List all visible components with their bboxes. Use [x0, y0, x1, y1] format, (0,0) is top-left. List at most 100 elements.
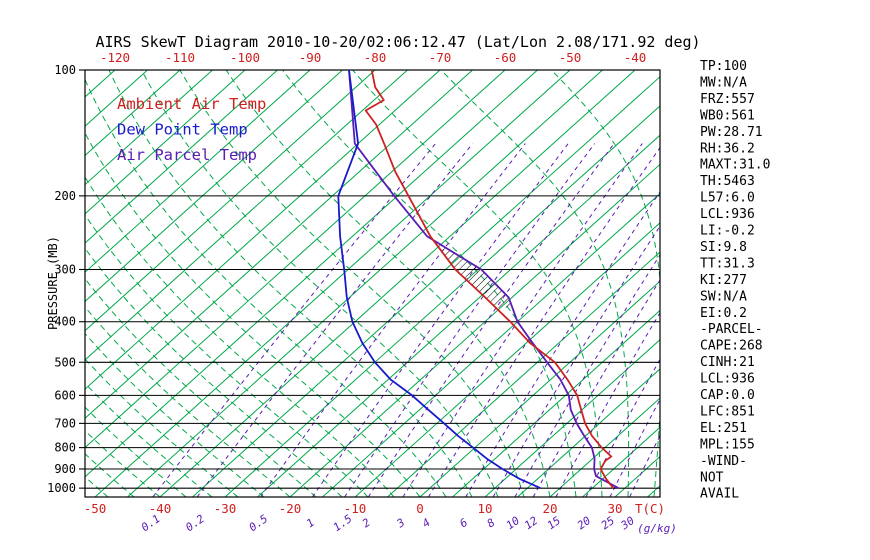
top-temp-tick-label: -120	[100, 50, 130, 65]
mixing-ratio-tick-label: 6	[457, 516, 470, 531]
isotherm-line	[0, 70, 50, 497]
moist-adiabat-line	[0, 70, 82, 497]
moist-adiabat-line	[282, 70, 577, 497]
mixing-ratio-tick-label: 0.2	[183, 512, 207, 534]
isotherm-line	[354, 222, 660, 497]
top-temp-tick-label: -70	[429, 50, 452, 65]
moist-adiabat-line	[85, 430, 161, 497]
isotherm-line	[419, 280, 660, 497]
moist-adiabat-line	[85, 132, 421, 497]
mixing-ratio-tick-label: 3	[394, 516, 408, 531]
stats-line: MPL:155	[700, 437, 755, 452]
stats-line: CAP:0.0	[700, 388, 755, 403]
isotherm-line	[85, 70, 311, 273]
pressure-tick-label: 600	[54, 388, 76, 402]
mixing-ratio-tick-label: 2	[360, 516, 373, 531]
isotherm-line	[322, 192, 660, 497]
stats-line: SI:9.8	[700, 240, 747, 255]
top-temp-tick-label: -60	[494, 50, 517, 65]
moist-adiabat-line	[85, 176, 395, 497]
stats-line: TH:5463	[700, 174, 755, 189]
pressure-tick-label: 400	[54, 315, 76, 329]
isotherm-line	[94, 70, 571, 497]
bottom-temp-tick-label: -40	[149, 501, 172, 516]
stats-line: WB0:561	[700, 108, 755, 123]
pressure-tick-label: 300	[54, 263, 76, 277]
moist-adiabat-line	[85, 247, 343, 497]
pressure-tick-label: 100	[54, 63, 76, 77]
mixing-ratio-tick-label: 1	[304, 516, 317, 530]
mixing-ratio-line	[465, 191, 660, 497]
mixing-ratio-line	[311, 143, 569, 497]
moist-adiabat-line	[179, 70, 525, 497]
legend-item-ambient-air-temp: Ambient Air Temp	[117, 95, 266, 113]
isotherm-line	[85, 70, 181, 157]
pressure-tick-label: 500	[54, 355, 76, 369]
dew-point-trace	[337, 70, 541, 489]
isotherm-line	[289, 163, 660, 497]
stats-line: CINH:21	[700, 355, 755, 370]
moist-adiabat-line	[108, 70, 473, 497]
bottom-temp-tick-label: -50	[84, 501, 107, 516]
bottom-temp-tick-label: -10	[344, 501, 367, 516]
pressure-tick-label: 200	[54, 189, 76, 203]
pressure-tick-label: 900	[54, 462, 76, 476]
stats-line: LI:-0.2	[700, 224, 755, 239]
moist-adiabat-line	[550, 70, 660, 497]
stats-line: NOT	[700, 470, 724, 485]
stats-line: L57:6.0	[700, 191, 755, 206]
isotherm-line	[85, 70, 213, 186]
moist-adiabat-grid	[0, 70, 660, 497]
pressure-tick-label: 800	[54, 441, 76, 455]
pressure-axis-label: PRESSURE (MB)	[46, 236, 60, 330]
stats-line: -WIND-	[700, 454, 747, 469]
trace-dewpoint	[337, 70, 541, 489]
top-temp-tick-label: -110	[165, 50, 195, 65]
bottom-temp-tick-label: 30	[607, 501, 622, 516]
isotherm-line	[224, 105, 660, 497]
isotherm-line	[387, 251, 660, 497]
moist-adiabat-line	[352, 70, 603, 497]
bottom-temp-tick-label: 10	[477, 501, 492, 516]
legend-item-air-parcel-temp: Air Parcel Temp	[117, 146, 257, 164]
mixing-ratio-line	[427, 146, 660, 497]
bottom-temp-tick-label: -20	[279, 501, 302, 516]
isotherm-line	[85, 70, 246, 215]
stats-line: PW:28.71	[700, 125, 763, 140]
stats-line: AVAIL	[700, 487, 739, 502]
mixing-ratio-tick-label: 20	[575, 514, 594, 532]
legend: Ambient Air Temp Dew Point Temp Air Parcel…	[117, 95, 266, 164]
stats-line: SW:N/A	[700, 289, 747, 304]
mixing-ratio-tick-label: 8	[485, 516, 498, 531]
mixing-ratio-tick-label: 0.5	[247, 512, 271, 534]
moist-adiabat-line	[85, 382, 213, 497]
bottom-temp-tick-label: 0	[416, 501, 424, 516]
stats-line: LCL:936	[700, 372, 755, 387]
mixing-ratio-line	[196, 143, 473, 497]
mixing-ratio-tick-label: 15	[545, 514, 563, 532]
parcel-temp-trace	[348, 70, 619, 489]
isotherm-line	[517, 368, 660, 497]
stats-line: MW:N/A	[700, 75, 747, 90]
isotherm-line	[85, 70, 473, 420]
stats-line: RH:36.2	[700, 141, 755, 156]
stats-line: KI:277	[700, 273, 747, 288]
stats-line: -PARCEL-	[700, 322, 763, 337]
cape-hatch-region	[438, 247, 513, 308]
isotherm-line	[85, 70, 408, 361]
isotherm-line	[192, 76, 660, 497]
stats-line: LFC:851	[700, 404, 755, 419]
moist-adiabat-line	[85, 78, 447, 497]
isotherm-line	[159, 70, 636, 497]
isotherm-line	[549, 397, 660, 497]
mixing-ratio-line	[152, 143, 436, 497]
isotherm-line	[85, 70, 278, 244]
mixing-ratio-line	[260, 143, 526, 497]
ambient-temp-trace	[364, 70, 614, 489]
moist-adiabat-line	[225, 70, 551, 497]
cape-hatch-fill	[438, 247, 513, 308]
stats-line: TT:31.3	[700, 256, 755, 271]
